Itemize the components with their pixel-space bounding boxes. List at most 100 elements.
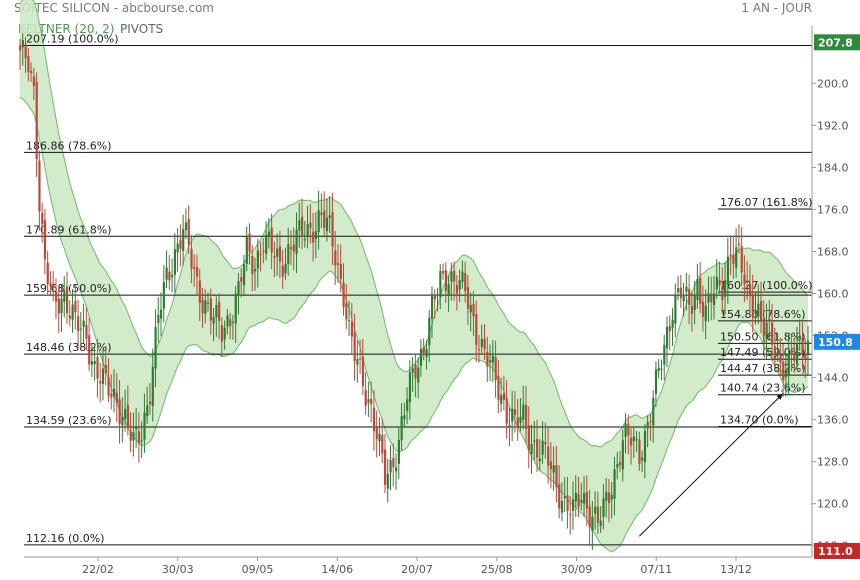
candle-body — [273, 256, 276, 258]
candle-body — [428, 317, 431, 346]
candle-body — [469, 304, 472, 313]
candle-body — [524, 404, 528, 429]
candle-body — [317, 210, 320, 233]
candle-body — [43, 220, 47, 260]
candle-body — [350, 321, 353, 337]
candle-body — [513, 409, 517, 415]
candle-body — [768, 318, 771, 321]
candle-body — [218, 301, 221, 321]
candle-body — [571, 499, 575, 511]
trend-arrow-head — [776, 393, 784, 400]
candle-body — [500, 394, 503, 404]
candle-body — [784, 371, 788, 378]
candle-body — [220, 324, 224, 342]
candle-body — [591, 516, 594, 532]
candle-body — [610, 494, 613, 500]
candle-body — [682, 295, 685, 302]
candle-body — [417, 367, 420, 383]
candle-body — [574, 492, 577, 502]
candle-body — [536, 439, 539, 458]
candle-body — [710, 293, 713, 303]
candle-body — [450, 271, 453, 282]
trend-arrow — [638, 392, 784, 537]
candle-body — [248, 233, 251, 252]
candle-body — [88, 335, 91, 365]
candle-body — [649, 421, 652, 423]
candle-body — [588, 506, 591, 527]
candle-body — [259, 253, 262, 256]
candle-body — [701, 301, 705, 317]
candle-body — [245, 236, 248, 264]
candle-body — [240, 277, 243, 282]
candle-body — [762, 319, 765, 336]
candle-body — [27, 55, 30, 72]
candle-body — [685, 286, 688, 292]
candle-body — [555, 465, 558, 488]
candle-body — [77, 316, 80, 331]
candle-body — [66, 286, 69, 314]
candle-body — [129, 431, 132, 441]
candle-body — [580, 499, 583, 503]
candle-body — [439, 271, 442, 298]
candle-body — [646, 422, 649, 429]
candle-body — [453, 270, 456, 282]
candle-body — [99, 381, 102, 384]
candle-body — [735, 247, 738, 268]
candle-body — [237, 281, 240, 296]
candle-body — [345, 303, 348, 320]
candle-body — [494, 356, 497, 381]
x-tick-label: 22/02 — [82, 563, 114, 576]
candle-body — [508, 425, 511, 428]
candle-body — [643, 430, 647, 462]
y-tick-label: 184.0 — [817, 161, 849, 174]
candle-body — [544, 442, 547, 445]
candle-body — [342, 282, 345, 308]
candle-body — [455, 285, 459, 294]
candle-body — [204, 300, 207, 314]
candle-body — [289, 247, 293, 249]
candle-body — [85, 324, 88, 339]
y-tick-label: 200.0 — [817, 77, 849, 90]
candle-body — [461, 271, 464, 282]
candle-body — [165, 267, 168, 280]
candle-body — [522, 404, 525, 420]
candle-body — [527, 425, 530, 451]
candle-body — [265, 234, 268, 254]
candle-body — [624, 423, 627, 437]
candle-body — [135, 427, 138, 430]
candle-body — [605, 491, 608, 501]
chart-title: SOITEC SILICON - abcbourse.com — [14, 1, 214, 15]
candle-body — [157, 314, 160, 324]
candle-body — [458, 280, 461, 290]
candle-body — [41, 213, 44, 225]
candle-body — [569, 514, 572, 516]
keltner-band-area — [20, 0, 808, 552]
candle-body — [425, 349, 428, 357]
candle-body — [115, 392, 118, 404]
indicator-keltner-label[interactable]: KELTNER (20, 2) — [18, 22, 115, 36]
candle-body — [677, 288, 680, 293]
candle-body — [599, 520, 602, 526]
candle-body — [309, 222, 312, 228]
candle-body — [323, 210, 326, 228]
candle-body — [287, 244, 290, 265]
candle-body — [779, 355, 782, 363]
candle-body — [433, 296, 436, 300]
candle-body — [607, 492, 611, 504]
candle-body — [403, 415, 406, 420]
candle-body — [577, 494, 580, 507]
candle-body — [740, 246, 743, 273]
candle-body — [190, 248, 193, 269]
candle-body — [776, 352, 779, 355]
candle-body — [110, 393, 113, 398]
candle-body — [176, 243, 179, 253]
indicator-pivots-label[interactable]: PIVOTS — [120, 22, 164, 36]
candle-body — [193, 267, 196, 269]
candle-body — [370, 398, 373, 405]
candle-body — [552, 465, 555, 473]
y-tick-label: 160.0 — [817, 288, 849, 301]
last-price-tag-bg — [814, 333, 860, 350]
candle-body — [182, 229, 185, 252]
candle-body — [505, 398, 508, 424]
